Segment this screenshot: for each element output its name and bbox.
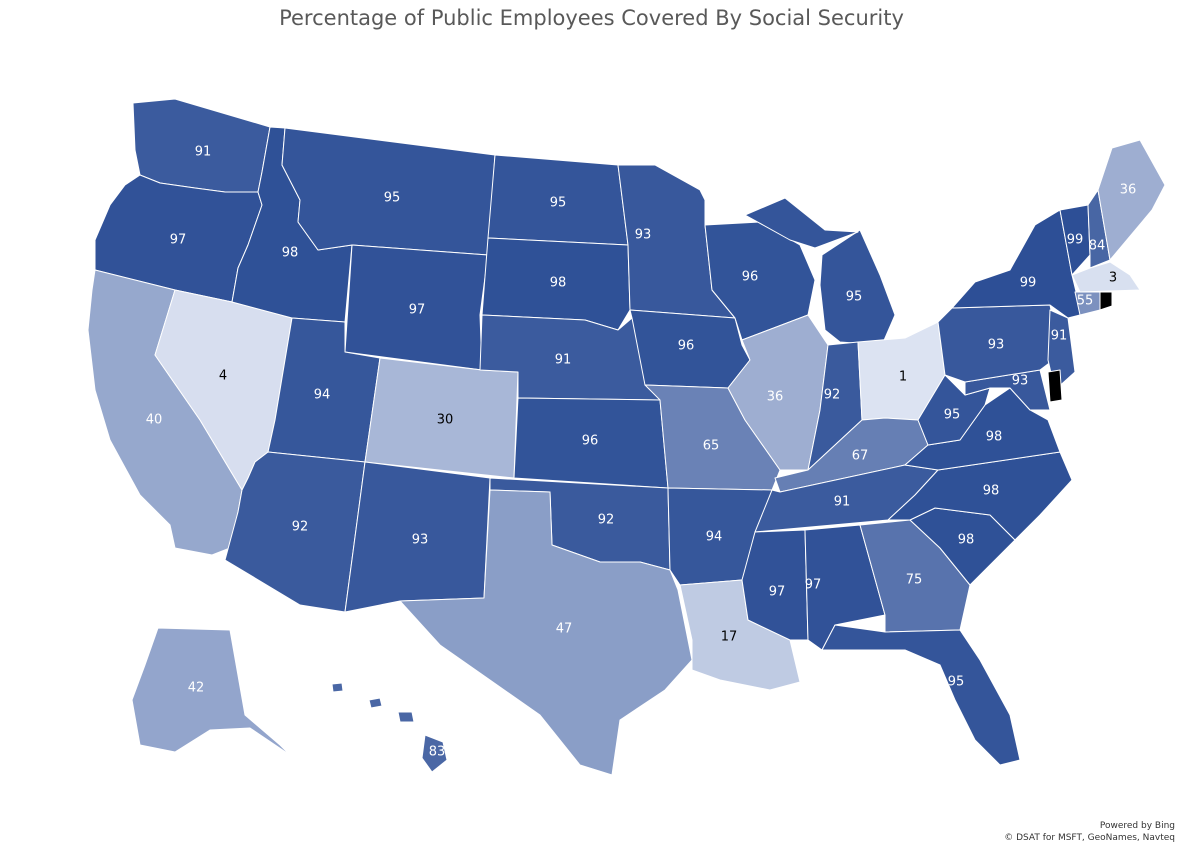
state-value-label-AZ: 92 (292, 520, 309, 535)
state-NH[interactable] (1087, 189, 1111, 269)
state-value-label-MN: 93 (635, 228, 652, 243)
state-DE[interactable] (1047, 369, 1063, 403)
state-value-label-CA: 40 (146, 413, 163, 428)
map-title: Percentage of Public Employees Covered B… (279, 6, 904, 30)
state-value-label-LA: 17 (721, 630, 738, 645)
state-value-label-AL: 97 (805, 578, 822, 593)
state-value-label-MT: 95 (384, 191, 401, 206)
state-HI-kauai[interactable] (331, 682, 344, 693)
state-value-label-ND: 95 (550, 196, 567, 211)
labels-layer: 91 97 40 4 98 95 97 94 92 30 93 95 98 91 96 92 47 93 96 65 9… (146, 145, 1137, 760)
state-NC[interactable] (887, 451, 1073, 541)
state-value-label-VA: 98 (986, 430, 1003, 445)
state-HI-big[interactable] (421, 734, 448, 773)
state-value-label-AR: 94 (706, 530, 723, 545)
state-value-label-WA: 91 (195, 145, 212, 160)
attribution-credits: © DSAT for MSFT, GeoNames, Navteq (1004, 833, 1175, 843)
state-value-label-CO: 30 (437, 413, 454, 428)
state-value-label-NY: 99 (1020, 276, 1037, 291)
state-value-label-UT: 94 (314, 388, 331, 403)
state-TX[interactable] (399, 489, 693, 776)
state-value-label-WI: 96 (742, 270, 759, 285)
state-value-label-ME: 36 (1120, 183, 1137, 198)
state-value-label-NE: 91 (555, 353, 572, 368)
state-value-label-NM: 93 (412, 533, 429, 548)
state-MI[interactable] (819, 229, 896, 346)
state-value-label-MS: 97 (769, 585, 786, 600)
state-RI[interactable] (1099, 291, 1113, 311)
state-value-label-FL: 95 (948, 675, 965, 690)
state-value-label-MI: 95 (846, 290, 863, 305)
state-value-label-OH: 1 (899, 370, 907, 385)
state-value-label-TX: 47 (556, 622, 573, 637)
state-value-label-CT: 55 (1077, 294, 1094, 309)
state-AK[interactable] (131, 627, 291, 756)
state-value-label-SC: 98 (958, 533, 975, 548)
state-value-label-WV: 95 (944, 408, 961, 423)
state-value-label-OK: 92 (598, 513, 615, 528)
state-value-label-NJ: 91 (1051, 329, 1068, 344)
state-MA[interactable] (1071, 261, 1141, 293)
state-value-label-NC: 98 (983, 484, 1000, 499)
state-value-label-VT: 99 (1067, 233, 1084, 248)
states-layer (87, 98, 1166, 776)
state-value-label-IN: 92 (824, 388, 841, 403)
state-HI-oahu[interactable] (368, 697, 383, 709)
state-value-label-HI: 83 (429, 745, 446, 760)
state-FL[interactable] (821, 624, 1021, 766)
state-value-label-GA: 75 (906, 573, 923, 588)
state-MD[interactable] (964, 369, 1051, 411)
state-value-label-MD: 93 (1012, 374, 1029, 389)
state-value-label-NH: 84 (1089, 239, 1106, 254)
state-value-label-NV: 4 (219, 369, 227, 384)
state-MI-upper[interactable] (744, 197, 859, 249)
state-IL[interactable] (727, 314, 829, 471)
state-ME[interactable] (1097, 139, 1166, 261)
state-WV[interactable] (917, 374, 991, 446)
state-value-label-IL: 36 (767, 390, 784, 405)
state-value-label-ID: 98 (282, 246, 299, 261)
state-value-label-OR: 97 (170, 233, 187, 248)
state-NJ[interactable] (1047, 309, 1076, 391)
state-value-label-TN: 91 (834, 495, 851, 510)
state-value-label-AK: 42 (188, 681, 205, 696)
state-value-label-SD: 98 (550, 276, 567, 291)
state-value-label-IA: 96 (678, 339, 695, 354)
state-value-label-MA: 3 (1109, 271, 1117, 286)
state-value-label-KY: 67 (852, 449, 869, 464)
state-value-label-WY: 97 (409, 303, 426, 318)
state-CO[interactable] (364, 357, 519, 479)
state-HI-maui[interactable] (397, 711, 415, 723)
state-value-label-KS: 96 (582, 434, 599, 449)
state-value-label-MO: 65 (703, 439, 720, 454)
state-value-label-PA: 93 (988, 338, 1005, 353)
attribution-powered-by: Powered by Bing (1099, 821, 1175, 831)
